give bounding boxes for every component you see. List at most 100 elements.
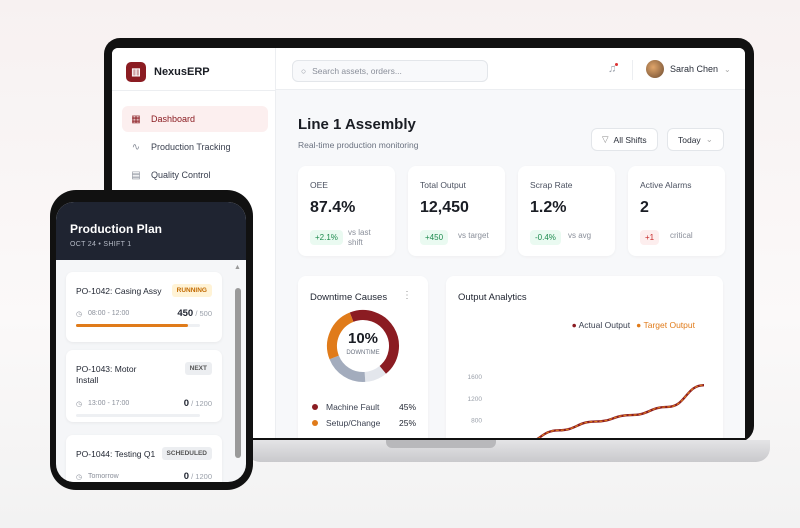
kpi-note: vs last shift <box>348 228 371 247</box>
laptop-frame: ▥ NexusERP ▦ Dashboard ∿ Production Trackin… <box>104 38 754 442</box>
filter-label: All Shifts <box>613 134 647 145</box>
filter-icon: ▽ <box>602 134 609 144</box>
legend-dot: ● <box>636 320 644 330</box>
legend-value: 45% <box>398 402 416 412</box>
quantity-total: / 500 <box>195 309 212 318</box>
sidebar-item-production-tracking[interactable]: ∿ Production Tracking <box>122 134 268 160</box>
legend-label: Setup/Change <box>326 418 381 428</box>
order-time: 13:00 - 17:00 <box>88 400 130 407</box>
sidebar-item-label: Quality Control <box>151 170 211 180</box>
search-placeholder: Search assets, orders... <box>312 66 402 76</box>
phone-subtitle: OCT 24 • SHIFT 1 <box>70 241 132 248</box>
legend-item: Machine Fault 45% <box>312 402 416 412</box>
kpi-label: Scrap Rate <box>530 180 573 190</box>
production-order-card[interactable]: PO-1042: Casing Assy RUNNING ◷ 08:00 - 1… <box>66 272 222 342</box>
series-line-1 <box>537 384 705 438</box>
legend-item: Setup/Change 25% <box>312 418 416 428</box>
clock-icon: ◷ <box>76 474 83 481</box>
scroll-up-icon[interactable]: ▲ <box>234 264 241 271</box>
legend-label: Machine Fault <box>326 402 380 412</box>
kpi-value: 1.2% <box>530 199 567 216</box>
quantity-total: / 1200 <box>191 472 212 481</box>
status-badge: RUNNING <box>171 284 212 297</box>
page-title: Line 1 Assembly <box>298 116 416 133</box>
kpi-label: Active Alarms <box>640 180 692 190</box>
kpi-card: Active Alarms 2 +1 critical <box>628 166 725 256</box>
production-order-card[interactable]: PO-1044: Testing Q1 SCHEDULED ◷ Tomorrow… <box>66 435 222 482</box>
quantity-total: / 1200 <box>191 399 212 408</box>
grid-icon: ▦ <box>131 113 141 125</box>
quantity-done: 0 <box>183 471 190 482</box>
page-subtitle: Real-time production monitoring <box>298 140 419 150</box>
donut-segment <box>327 312 354 360</box>
kpi-note: critical <box>670 231 693 240</box>
chart-legend: ● Actual Output ● Target Output <box>572 320 695 330</box>
progress-fill <box>76 324 188 327</box>
phone-title: Production Plan <box>70 222 163 236</box>
order-name: PO-1044: Testing Q1 <box>76 449 156 459</box>
downtime-card: Downtime Causes ⋮ 10% DOWNTIME Machine F… <box>298 276 428 438</box>
search-icon: ○ <box>301 66 307 76</box>
y-tick-label: 800 <box>471 418 482 425</box>
user-name: Sarah Chen <box>670 64 719 74</box>
sidebar-item-label: Dashboard <box>151 114 196 124</box>
kpi-label: Total Output <box>420 180 466 190</box>
order-quantity: 450 / 500 <box>177 308 212 319</box>
kpi-label: OEE <box>310 180 328 190</box>
divider <box>112 90 276 91</box>
donut-center-value: 10% <box>347 330 379 347</box>
bell-icon[interactable]: ♫ <box>608 63 619 75</box>
phone-frame: Production Plan OCT 24 • SHIFT 1 PO-1042… <box>50 190 253 490</box>
laptop-base <box>246 440 770 462</box>
legend-value: 25% <box>398 418 416 428</box>
donut-chart <box>327 310 399 382</box>
output-analytics-card: Output Analytics ● Actual Output ● Targe… <box>446 276 723 438</box>
app-logo[interactable]: ▥ NexusERP <box>126 62 210 82</box>
quantity-done: 0 <box>183 398 190 409</box>
status-badge: NEXT <box>184 362 212 375</box>
phone-screen: Production Plan OCT 24 • SHIFT 1 PO-1042… <box>56 202 246 482</box>
donut-center-label: DOWNTIME <box>346 350 380 356</box>
kpi-delta-badge: -0.4% <box>530 230 561 245</box>
app-name: NexusERP <box>154 66 210 78</box>
factory-icon: ▥ <box>126 62 146 82</box>
legend-label: Actual Output <box>578 320 631 330</box>
progress-bar <box>76 414 200 417</box>
y-tick-label: 1600 <box>468 374 483 381</box>
search-input[interactable]: ○ Search assets, orders... <box>292 60 488 82</box>
clock-icon: ◷ <box>76 401 83 408</box>
line-chart: 040080012001600 <box>468 374 705 438</box>
y-tick-label: 1200 <box>468 396 483 403</box>
order-name: PO-1042: Casing Assy <box>76 286 162 296</box>
chevron-down-icon: ⌄ <box>705 134 713 144</box>
scrollbar[interactable]: ▲ <box>234 264 242 472</box>
clock-icon: ◷ <box>76 311 83 318</box>
donut-segment <box>329 355 366 382</box>
main-content: Line 1 Assembly Real-time production mon… <box>276 90 745 438</box>
legend-dot: ● <box>571 320 579 330</box>
kpi-note: vs avg <box>568 231 592 240</box>
kpi-value: 2 <box>640 199 649 216</box>
donut-segment <box>364 365 386 382</box>
kpi-value: 87.4% <box>310 199 356 216</box>
date-select[interactable]: Today ⌄ <box>667 128 724 151</box>
kpi-delta-badge: +450 <box>420 230 449 245</box>
user-menu[interactable]: Sarah Chen ⌄ <box>646 60 731 78</box>
sidebar-item-dashboard[interactable]: ▦ Dashboard <box>122 106 268 132</box>
order-quantity: 0 / 1200 <box>184 398 212 409</box>
laptop-notch <box>386 440 496 448</box>
card-title: Downtime Causes <box>310 292 388 303</box>
legend-dot <box>312 420 318 426</box>
production-order-card[interactable]: PO-1043: Motor Install NEXT ◷ 13:00 - 17… <box>66 350 222 422</box>
divider <box>632 60 633 80</box>
kpi-note: vs target <box>458 231 489 240</box>
shift-filter-button[interactable]: ▽ All Shifts <box>591 128 658 151</box>
top-bar: ○ Search assets, orders... ♫ Sarah Chen ⌄ <box>276 48 745 90</box>
legend-item: ● Target Output <box>636 320 695 330</box>
kpi-card: Total Output 12,450 +450 vs target <box>408 166 505 256</box>
scrollbar-thumb[interactable] <box>235 288 241 458</box>
sidebar-item-quality-control[interactable]: ▤ Quality Control <box>122 162 268 188</box>
legend-dot <box>312 404 318 410</box>
more-icon[interactable]: ⋮ <box>402 290 412 301</box>
kpi-card: Scrap Rate 1.2% -0.4% vs avg <box>518 166 615 256</box>
